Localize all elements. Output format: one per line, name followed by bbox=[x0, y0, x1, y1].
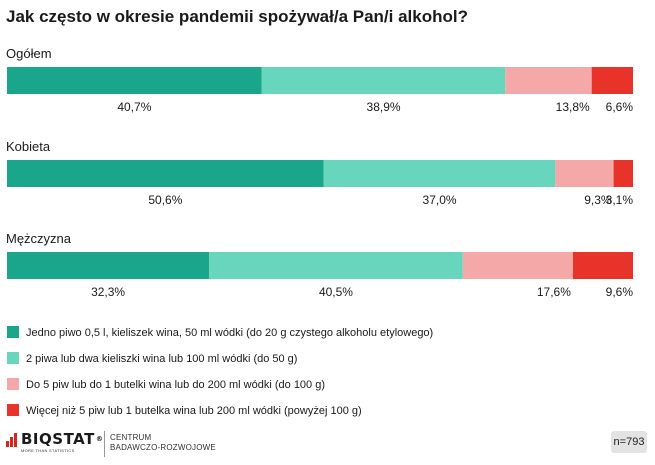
legend-label: Jedno piwo 0,5 l, kieliszek wina, 50 ml … bbox=[26, 327, 433, 339]
legend-swatch bbox=[7, 404, 19, 416]
data-label: 3,1% bbox=[606, 193, 634, 207]
bar-segment bbox=[7, 67, 262, 94]
group-label: Kobieta bbox=[6, 139, 51, 154]
legend-swatch bbox=[7, 326, 19, 338]
centrum-line-2: BADAWCZO-ROZWOJOWE bbox=[110, 443, 216, 452]
legend-swatch bbox=[7, 378, 19, 390]
bar-segment bbox=[7, 252, 210, 279]
data-label: 13,8% bbox=[556, 100, 590, 114]
data-label: 9,3% bbox=[584, 193, 612, 207]
data-label: 17,6% bbox=[537, 285, 571, 299]
data-label: 6,6% bbox=[606, 100, 634, 114]
group-label: Mężczyzna bbox=[6, 231, 72, 246]
footer-divider bbox=[104, 431, 105, 457]
legend-label: 2 piwa lub dwa kieliszki wina lub 100 ml… bbox=[26, 353, 297, 365]
data-label: 38,9% bbox=[367, 100, 401, 114]
data-label: 40,7% bbox=[117, 100, 151, 114]
data-label: 37,0% bbox=[423, 193, 457, 207]
footer: BIQSTAT® MORE THAN STATISTICS CENTRUM BA… bbox=[0, 425, 655, 465]
biostat-logo: BIQSTAT® MORE THAN STATISTICS bbox=[6, 431, 103, 453]
bar-segment bbox=[572, 252, 633, 279]
data-label: 50,6% bbox=[148, 193, 182, 207]
bar-segment bbox=[591, 67, 633, 94]
logo-bars-icon bbox=[6, 433, 17, 447]
data-label: 32,3% bbox=[91, 285, 125, 299]
bar-segment bbox=[7, 160, 324, 187]
legend-swatch bbox=[7, 352, 19, 364]
bar-segment bbox=[209, 252, 463, 279]
bar-segment bbox=[261, 67, 506, 94]
logo-tagline: MORE THAN STATISTICS bbox=[21, 448, 75, 453]
sample-size-badge: n=793 bbox=[611, 431, 647, 453]
legend-label: Więcej niż 5 piw lub 1 butelka wina lub … bbox=[26, 405, 362, 417]
stacked-bar-chart: Jak często w okresie pandemii spożywał/a… bbox=[6, 7, 634, 417]
legend-label: Do 5 piw lub do 1 butelki wina lub do 20… bbox=[26, 379, 325, 391]
bar-segment bbox=[462, 252, 573, 279]
bar-segment bbox=[613, 160, 633, 187]
chart-title: Jak często w okresie pandemii spożywał/a… bbox=[6, 7, 468, 26]
bar-segment bbox=[323, 160, 556, 187]
bar-segment bbox=[505, 67, 592, 94]
data-label: 40,5% bbox=[319, 285, 353, 299]
group-label: Ogółem bbox=[6, 46, 52, 61]
centrum-label: CENTRUM BADAWCZO-ROZWOJOWE bbox=[110, 433, 216, 453]
data-label: 9,6% bbox=[606, 285, 634, 299]
centrum-line-1: CENTRUM bbox=[110, 433, 152, 442]
logo-text: BIQSTAT bbox=[21, 430, 95, 448]
bar-segment bbox=[555, 160, 614, 187]
